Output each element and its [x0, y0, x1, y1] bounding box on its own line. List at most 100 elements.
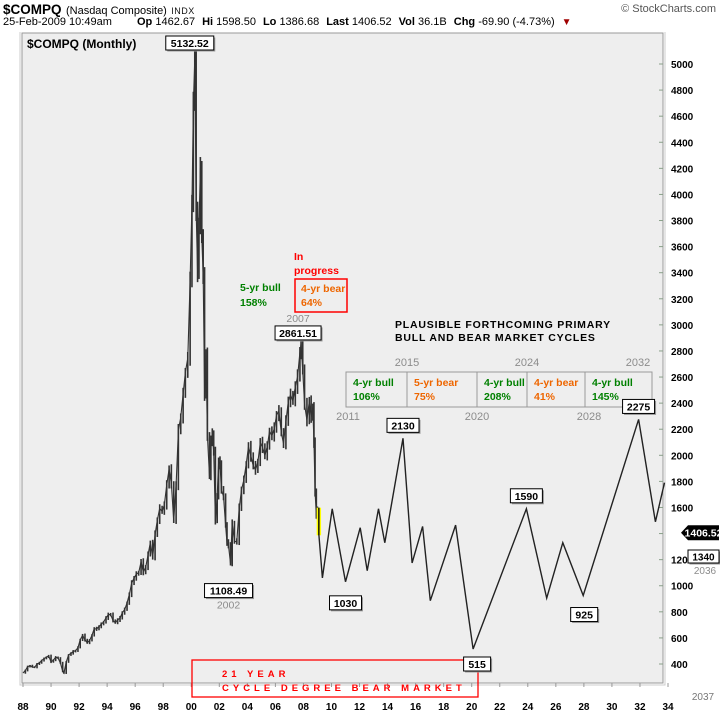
future-low-year: 2036: [694, 566, 717, 577]
x-axis-label: 24: [522, 702, 534, 713]
price-label-box: [204, 583, 254, 599]
y-axis-label: 400: [671, 660, 688, 671]
y-axis-label: 4800: [671, 86, 694, 97]
y-axis-label: 3400: [671, 269, 694, 280]
cycle-year-label: 2024: [515, 357, 539, 369]
future-low-box: [687, 549, 720, 564]
x-axis-label: 16: [410, 702, 422, 713]
current-bear-label: 4-yr bear: [301, 283, 345, 295]
price-label-box: [165, 35, 215, 51]
in-progress-line1: In: [294, 251, 303, 263]
projection-line: [318, 419, 666, 650]
y-axis-label: 4000: [671, 190, 694, 201]
price-label-text: 2275: [627, 401, 651, 413]
x-axis-label: 30: [606, 702, 618, 713]
y-axis-label: 4600: [671, 112, 694, 123]
x-axis-label: 22: [494, 702, 506, 713]
forecast-title-line2: BULL AND BEAR MARKET CYCLES: [395, 332, 596, 344]
final-year-label: 2037: [692, 692, 715, 703]
y-axis-label: 3000: [671, 321, 694, 332]
bear-market-cycle-box: [191, 659, 479, 698]
x-axis-label: 92: [74, 702, 86, 713]
cycle-cell-pct: 145%: [592, 391, 620, 403]
y-axis-label: 600: [671, 634, 688, 645]
symbol-name: (Nasdaq Composite): [65, 5, 167, 17]
x-axis-label: 90: [45, 702, 57, 713]
exchange: INDX: [171, 6, 195, 16]
prior-bull-label: 5-yr bull: [240, 282, 281, 294]
x-axis-label: 28: [578, 702, 590, 713]
cycle-cell-pct: 75%: [414, 391, 436, 403]
price-label-text: 925: [575, 610, 593, 622]
x-axis-label: 96: [130, 702, 142, 713]
y-axis-label: 5000: [671, 60, 694, 71]
cycle-year-label: 2020: [465, 411, 489, 423]
cycle-table-border: [345, 371, 653, 408]
y-axis-label: 4200: [671, 164, 694, 175]
x-axis-label: 18: [438, 702, 450, 713]
symbol-line: $COMPQ (Nasdaq Composite) INDX: [3, 1, 195, 19]
cycle-cell-label: 5-yr bear: [414, 377, 458, 389]
x-axis-label: 08: [298, 702, 310, 713]
x-axis-label: 88: [17, 702, 29, 713]
price-label-box: [329, 595, 363, 611]
quote-last: Last 1406.52: [326, 16, 392, 28]
x-axis-label: 00: [186, 702, 198, 713]
price-label-text: 1108.49: [210, 586, 248, 598]
y-axis-label: 1800: [671, 477, 694, 488]
x-axis-label: 10: [326, 702, 338, 713]
price-label-text: 1030: [334, 598, 358, 610]
chart-header: $COMPQ (Nasdaq Composite) INDX © StockCh…: [0, 0, 720, 32]
plot-area: [21, 32, 664, 684]
last-price-value: 1406.52: [685, 528, 720, 540]
price-label-text: 1590: [515, 491, 539, 503]
quote-op: Op 1462.67: [137, 16, 196, 28]
quote-chg: Chg -69.90 (-4.73%): [453, 16, 555, 28]
y-axis-label: 2200: [671, 425, 694, 436]
future-low-price: 1340: [692, 553, 715, 564]
price-label-box: [386, 417, 420, 433]
y-axis-label: 3800: [671, 217, 694, 228]
price-label-box: [622, 398, 656, 414]
year-sub-label: 2007: [286, 313, 310, 325]
quote-lo: Lo 1386.68: [262, 16, 320, 28]
year-sub-label: 2002: [217, 600, 241, 612]
cycle-cell-pct: 106%: [353, 391, 381, 403]
bear-market-line1: 21 YEAR: [222, 669, 289, 680]
price-label-text: 5132.52: [171, 38, 209, 50]
y-axis-label: 4400: [671, 138, 694, 149]
bear-market-line2: CYCLE DEGREE BEAR MARKET: [222, 683, 466, 694]
price-label-box: [509, 488, 543, 504]
cycle-cell-pct: 41%: [534, 391, 556, 403]
x-axis-label: 02: [214, 702, 226, 713]
cycle-year-label: 2028: [577, 411, 601, 423]
y-axis-label: 3600: [671, 243, 694, 254]
price-label-box: [570, 607, 599, 623]
price-label-box: [274, 325, 322, 341]
prior-bull-pct: 158%: [240, 297, 268, 309]
price-label-box: [463, 656, 492, 672]
x-axis-label: 06: [270, 702, 282, 713]
y-axis-label: 1000: [671, 582, 694, 593]
quote-line: 25-Feb-2009 10:49am Op 1462.67 Hi 1598.50 L…: [3, 16, 572, 28]
last-price-tag: 1406.52: [681, 525, 720, 541]
quote-hi: Hi 1598.50: [202, 16, 256, 28]
x-axis-label: 98: [158, 702, 170, 713]
chart-title: $COMPQ (Monthly): [27, 37, 136, 51]
x-axis-label: 04: [242, 702, 254, 713]
price-label-text: 2861.51: [279, 328, 317, 340]
cycle-cell-label: 4-yr bull: [484, 377, 525, 389]
price-label-text: 2130: [391, 420, 415, 432]
cycle-cell-pct: 208%: [484, 391, 512, 403]
y-axis-label: 3200: [671, 295, 694, 306]
y-axis-label: 1200: [671, 556, 694, 567]
cycle-year-label: 2032: [626, 357, 650, 369]
x-axis-label: 34: [662, 702, 674, 713]
in-progress-line2: progress: [294, 265, 339, 277]
cycle-cell-label: 4-yr bear: [534, 377, 578, 389]
x-axis-label: 14: [382, 702, 394, 713]
x-axis-label: 94: [102, 702, 114, 713]
x-axis-label: 20: [466, 702, 478, 713]
